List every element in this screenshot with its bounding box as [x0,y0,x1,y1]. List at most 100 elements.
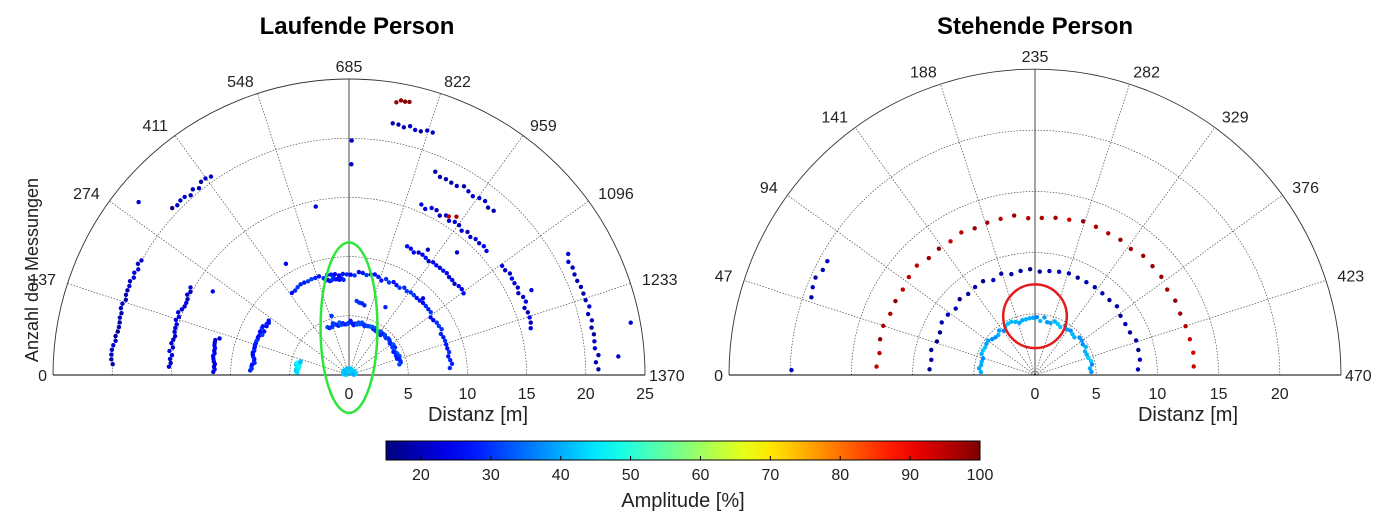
data-point [171,337,176,342]
data-point [465,229,470,235]
grid-spoke [854,127,1036,376]
data-point [485,205,491,210]
data-point [1011,213,1017,218]
data-point [394,100,399,105]
data-point [491,208,496,214]
data-point [515,285,520,290]
data-point [1093,224,1099,229]
data-point [466,189,471,194]
data-point [585,311,591,317]
data-point [411,250,416,255]
data-point [516,291,521,296]
data-point [593,360,599,365]
data-point [976,366,982,371]
data-point [1025,215,1031,221]
data-point [1068,328,1073,333]
data-point [398,98,404,103]
grid-spoke [1034,280,1327,376]
data-point [109,352,114,357]
data-point [438,331,444,337]
data-point [1083,344,1088,350]
grid-ring [230,256,468,376]
data-point [351,372,356,377]
colorbar-gradient [385,440,981,461]
angle-tick-label: 548 [227,74,254,91]
data-point [423,255,428,261]
data-point [1079,338,1084,343]
data-point [173,317,179,323]
data-point [825,258,830,264]
data-point [972,284,978,290]
data-point [257,329,263,334]
data-point [998,216,1003,222]
data-point [116,324,122,330]
data-point [316,274,322,279]
data-point [390,121,395,126]
data-point [329,313,334,319]
grid-spoke [348,93,441,376]
data-point [1118,313,1123,319]
data-point [167,348,172,354]
data-point [188,285,193,290]
data-point [1087,366,1093,371]
data-point [1118,237,1123,243]
angle-tick-label: 0 [714,368,723,385]
data-point [997,328,1002,333]
grid-spoke [1034,83,1130,376]
polar-grid [52,78,646,376]
grid-spoke [348,200,589,376]
data-point [113,338,118,343]
data-point [1077,335,1082,340]
data-point [881,323,886,328]
data-point [383,305,388,310]
data-point [1141,253,1146,258]
radial-tick-label: 25 [636,386,654,403]
angle-tick-label: 822 [444,74,471,91]
highlight-annotation [1001,283,1069,350]
data-point [484,248,489,254]
data-point [428,310,433,315]
angle-tick-label: 137 [29,272,56,289]
data-point [522,305,527,311]
data-point [1005,321,1011,326]
data-point [972,226,977,231]
data-points [789,213,1196,375]
data-point [298,282,303,287]
data-point [1055,321,1060,327]
data-point [1048,320,1053,326]
data-point [978,362,984,368]
data-point [1177,311,1183,316]
data-point [120,301,125,306]
data-point [182,304,187,309]
data-point [383,276,389,282]
data-point [203,176,208,181]
data-point [1136,347,1141,353]
data-point [408,246,414,251]
data-point [893,298,898,304]
data-point [404,288,409,294]
radial-tick-labels: 0 5 10 15 20 25 [345,386,654,403]
colorbar-tick-label: 50 [622,467,640,484]
data-point [502,268,508,273]
data-point [184,292,190,297]
chart-title: Laufende Person [260,13,455,40]
angle-tick-label: 47 [715,269,733,286]
angle-tick-label: 470 [1345,368,1372,385]
data-point [208,174,214,179]
data-point [446,349,452,355]
data-point [507,271,513,276]
data-point [587,304,592,309]
data-point [566,259,571,265]
data-point [115,329,120,334]
data-point [261,329,267,334]
data-point [900,287,906,292]
data-point [592,346,598,351]
data-point [407,123,413,129]
angle-tick-label: 423 [1337,269,1364,286]
data-point [127,278,133,284]
data-point [289,290,295,296]
data-point [109,357,114,362]
data-point [978,369,984,375]
data-point [428,315,433,320]
